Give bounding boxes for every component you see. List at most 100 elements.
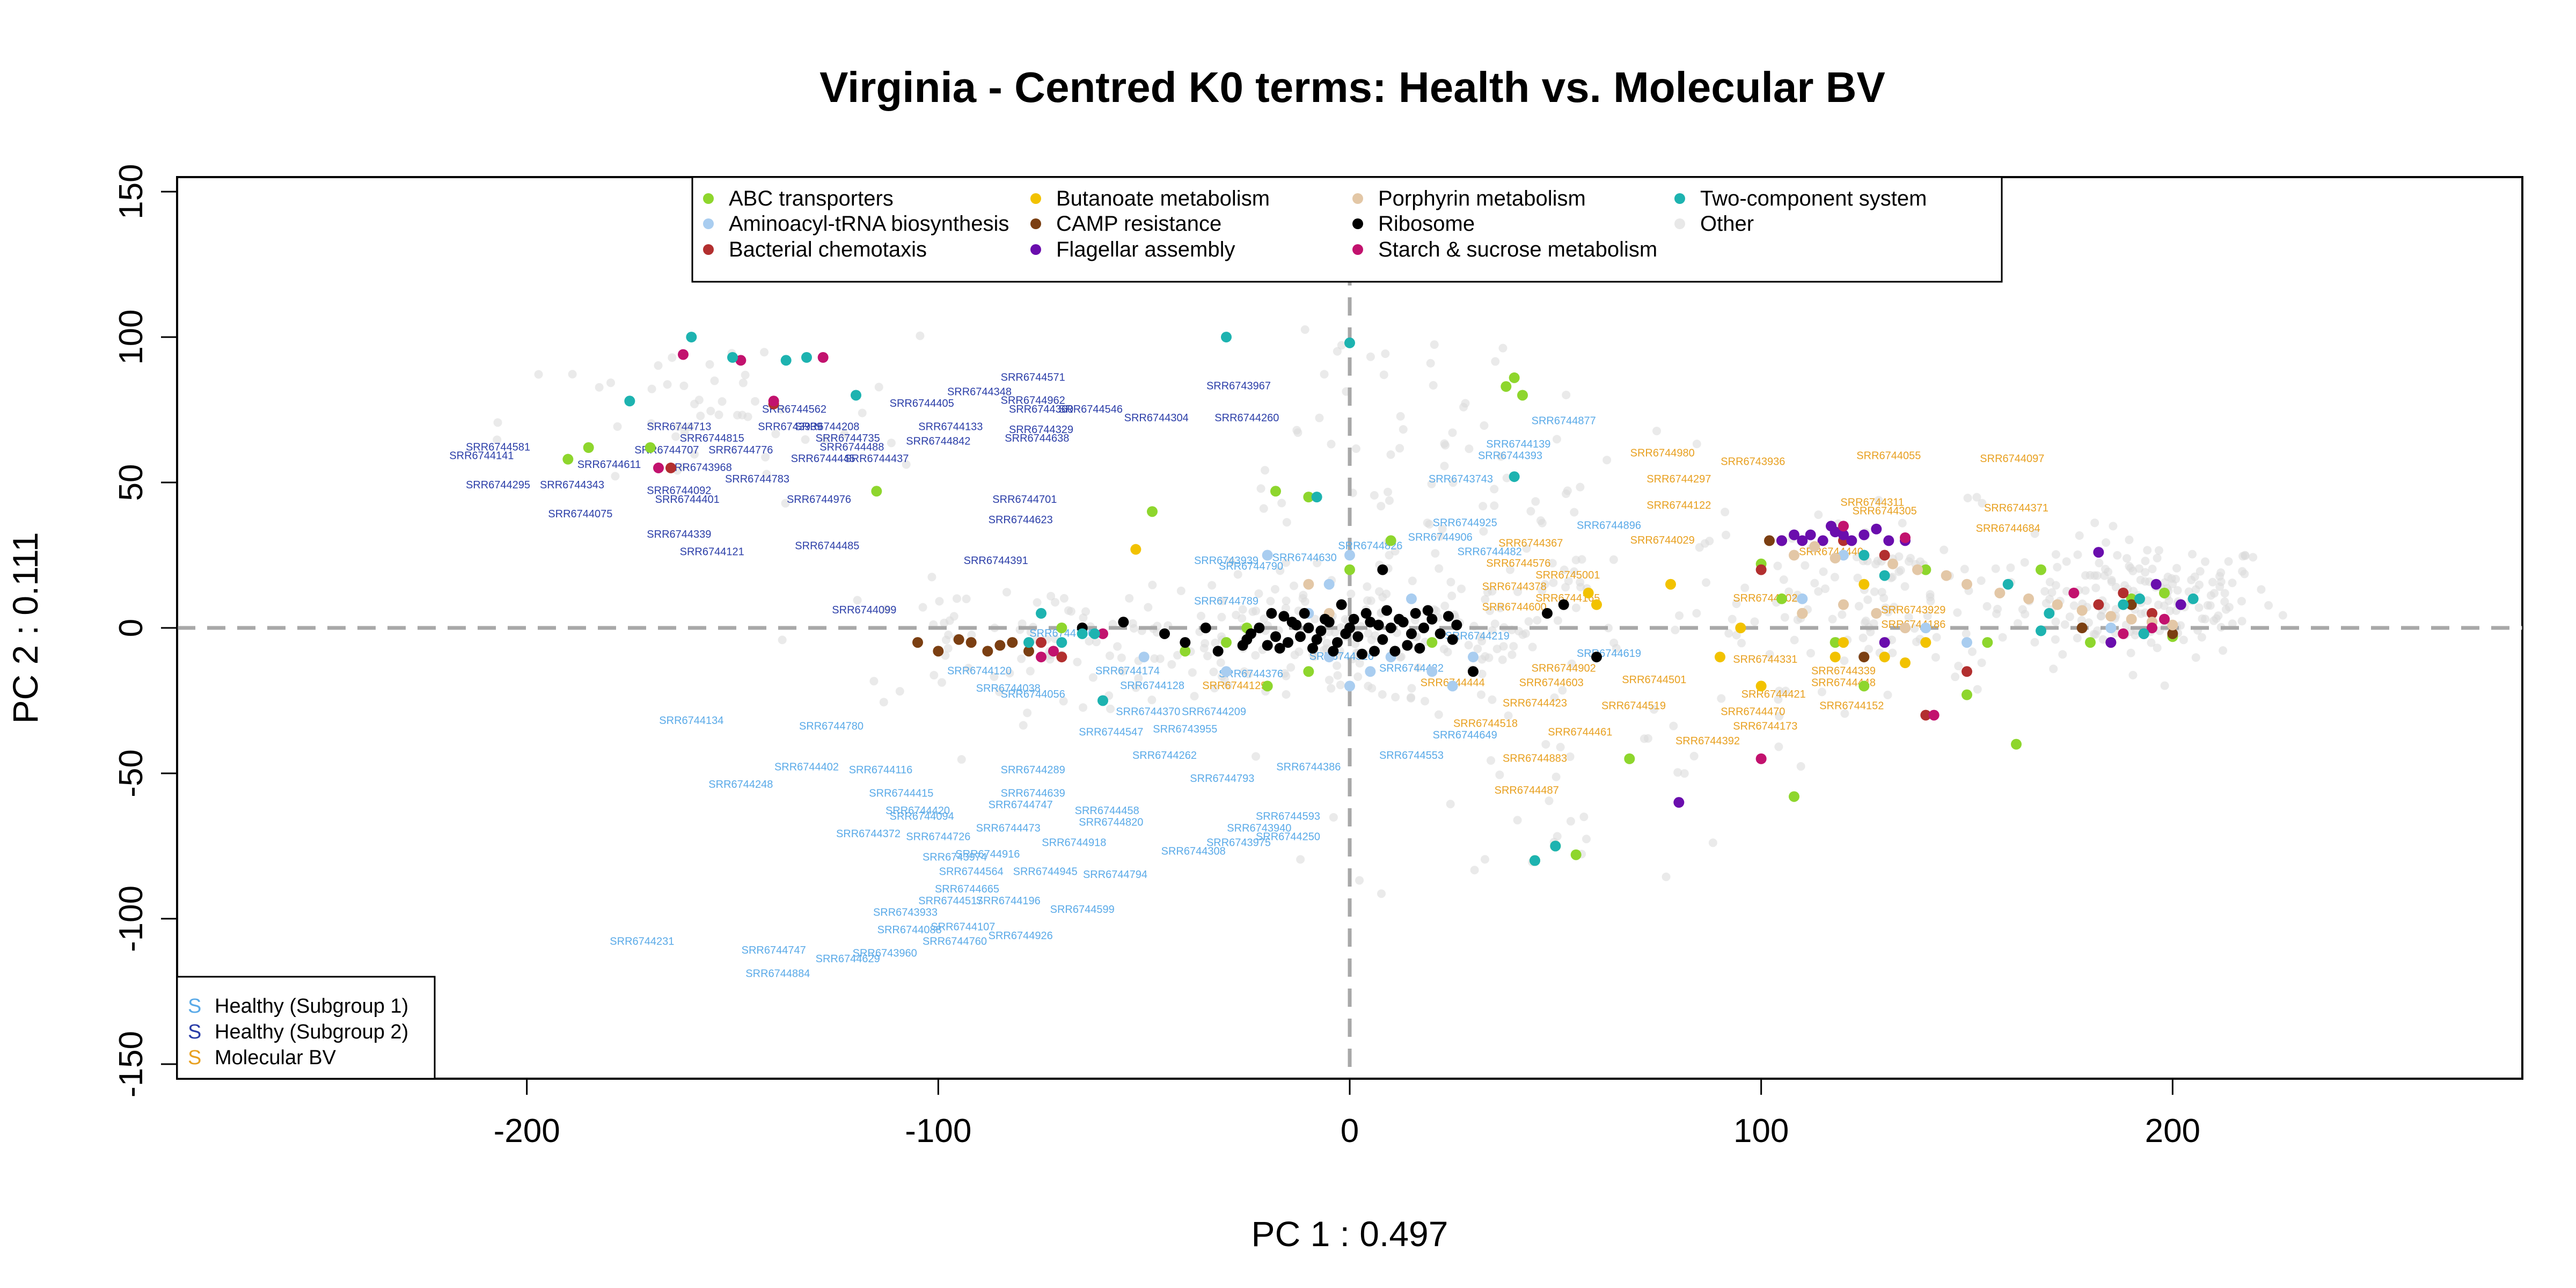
pathway-point bbox=[1542, 608, 1553, 619]
x-tick-label: 100 bbox=[1733, 1113, 1789, 1150]
pathway-point bbox=[1900, 657, 1911, 669]
other-point bbox=[1299, 590, 1308, 599]
other-point bbox=[1465, 444, 1474, 453]
other-point bbox=[2219, 646, 2228, 655]
sample-label: SRR6744289 bbox=[1001, 764, 1065, 776]
other-point bbox=[674, 422, 683, 431]
other-point bbox=[1073, 657, 1082, 667]
other-point bbox=[1337, 341, 1346, 350]
other-point bbox=[778, 635, 787, 645]
pathway-point bbox=[686, 332, 697, 343]
sample-label: SRR6744219 bbox=[1445, 631, 1510, 642]
pathway-point bbox=[1422, 605, 1433, 616]
sample-label: SRR6744916 bbox=[955, 848, 1020, 860]
pathway-point bbox=[982, 646, 993, 657]
x-axis: -200 -100 0 100 200 bbox=[494, 1078, 2200, 1150]
other-point bbox=[613, 422, 622, 431]
pathway-point bbox=[2036, 564, 2046, 575]
pathway-point bbox=[1323, 579, 1335, 590]
other-point bbox=[1864, 645, 1874, 654]
pathway-point bbox=[1036, 652, 1046, 663]
pathway-legend-box bbox=[691, 176, 2003, 283]
sample-label: SRR6744372 bbox=[836, 828, 901, 840]
group-legend-symbol: S bbox=[188, 995, 201, 1018]
other-point bbox=[1977, 658, 1986, 667]
x-tick-label: 200 bbox=[2145, 1113, 2200, 1150]
other-point bbox=[858, 408, 867, 418]
other-point bbox=[1740, 583, 1750, 592]
other-point bbox=[1431, 549, 1440, 558]
other-point bbox=[1567, 659, 1576, 668]
other-point bbox=[1498, 655, 1507, 664]
other-point bbox=[1429, 380, 1438, 390]
other-point bbox=[677, 463, 686, 472]
pathway-point bbox=[1583, 587, 1594, 598]
pathway-point bbox=[1912, 564, 1923, 575]
other-point bbox=[2206, 601, 2215, 610]
pathway-point bbox=[1406, 593, 1417, 604]
sample-label: SRR6744980 bbox=[1630, 447, 1695, 459]
other-point bbox=[1888, 648, 1897, 657]
other-point bbox=[1134, 674, 1143, 683]
sample-label: SRR6744260 bbox=[1214, 412, 1279, 424]
other-point bbox=[2109, 522, 2118, 531]
other-point bbox=[887, 438, 896, 448]
pathway-point bbox=[1591, 599, 1602, 610]
other-point bbox=[1912, 637, 1921, 646]
pathway-point bbox=[1262, 640, 1273, 651]
other-point bbox=[1790, 635, 1799, 645]
pathway-point bbox=[2167, 619, 2178, 631]
sample-label: SRR6744487 bbox=[1495, 785, 1559, 796]
pathway-point bbox=[2159, 587, 2170, 598]
pathway-point bbox=[1410, 608, 1421, 619]
other-point bbox=[1840, 709, 1849, 718]
sample-label: SRR6744209 bbox=[1182, 706, 1246, 718]
other-point bbox=[2058, 650, 2067, 659]
other-point bbox=[1148, 581, 1157, 590]
pathway-point bbox=[1776, 593, 1787, 604]
other-point bbox=[1440, 601, 1450, 610]
pathway-point bbox=[2138, 628, 2149, 639]
other-point bbox=[781, 499, 790, 508]
pathway-point bbox=[1755, 680, 1767, 692]
legend-label: Bacterial chemotaxis bbox=[729, 238, 927, 261]
pathway-point bbox=[1418, 623, 1429, 633]
other-point bbox=[1375, 587, 1384, 596]
sample-label: SRR6744088 bbox=[877, 924, 942, 936]
other-point bbox=[2179, 635, 2188, 645]
other-point bbox=[690, 450, 699, 459]
other-point bbox=[2091, 630, 2100, 639]
other-point bbox=[1378, 690, 1387, 699]
other-point bbox=[1333, 347, 1342, 356]
pathway-point bbox=[1962, 689, 1972, 700]
other-point bbox=[1643, 734, 1652, 743]
other-point bbox=[1281, 604, 1290, 613]
other-point bbox=[962, 594, 971, 603]
other-point bbox=[918, 603, 927, 612]
other-point bbox=[1379, 370, 1388, 379]
other-point bbox=[1282, 596, 1291, 605]
pathway-point bbox=[1451, 619, 1462, 631]
pathway-point bbox=[2044, 608, 2055, 619]
other-point bbox=[1277, 499, 1286, 508]
other-point bbox=[1487, 756, 1496, 765]
group-legend-box bbox=[176, 976, 436, 1080]
other-point bbox=[1509, 642, 1518, 651]
sample-label: SRR6744331 bbox=[1733, 654, 1797, 665]
other-point bbox=[1904, 613, 1913, 622]
pathway-point bbox=[1097, 628, 1108, 639]
pathway-point bbox=[1558, 599, 1569, 610]
other-point bbox=[1507, 650, 1517, 659]
other-point bbox=[2084, 618, 2094, 627]
sample-label: SRR6744564 bbox=[939, 866, 1004, 878]
other-point bbox=[1232, 610, 1241, 619]
other-point bbox=[1692, 609, 1701, 618]
other-point bbox=[493, 418, 502, 427]
other-point bbox=[2073, 634, 2082, 643]
sample-label: SRR6744519 bbox=[1601, 700, 1666, 712]
pathway-point bbox=[1468, 666, 1479, 677]
legend-label: CAMP resistance bbox=[1056, 212, 1221, 236]
sample-label: SRR6744305 bbox=[1853, 506, 1917, 517]
